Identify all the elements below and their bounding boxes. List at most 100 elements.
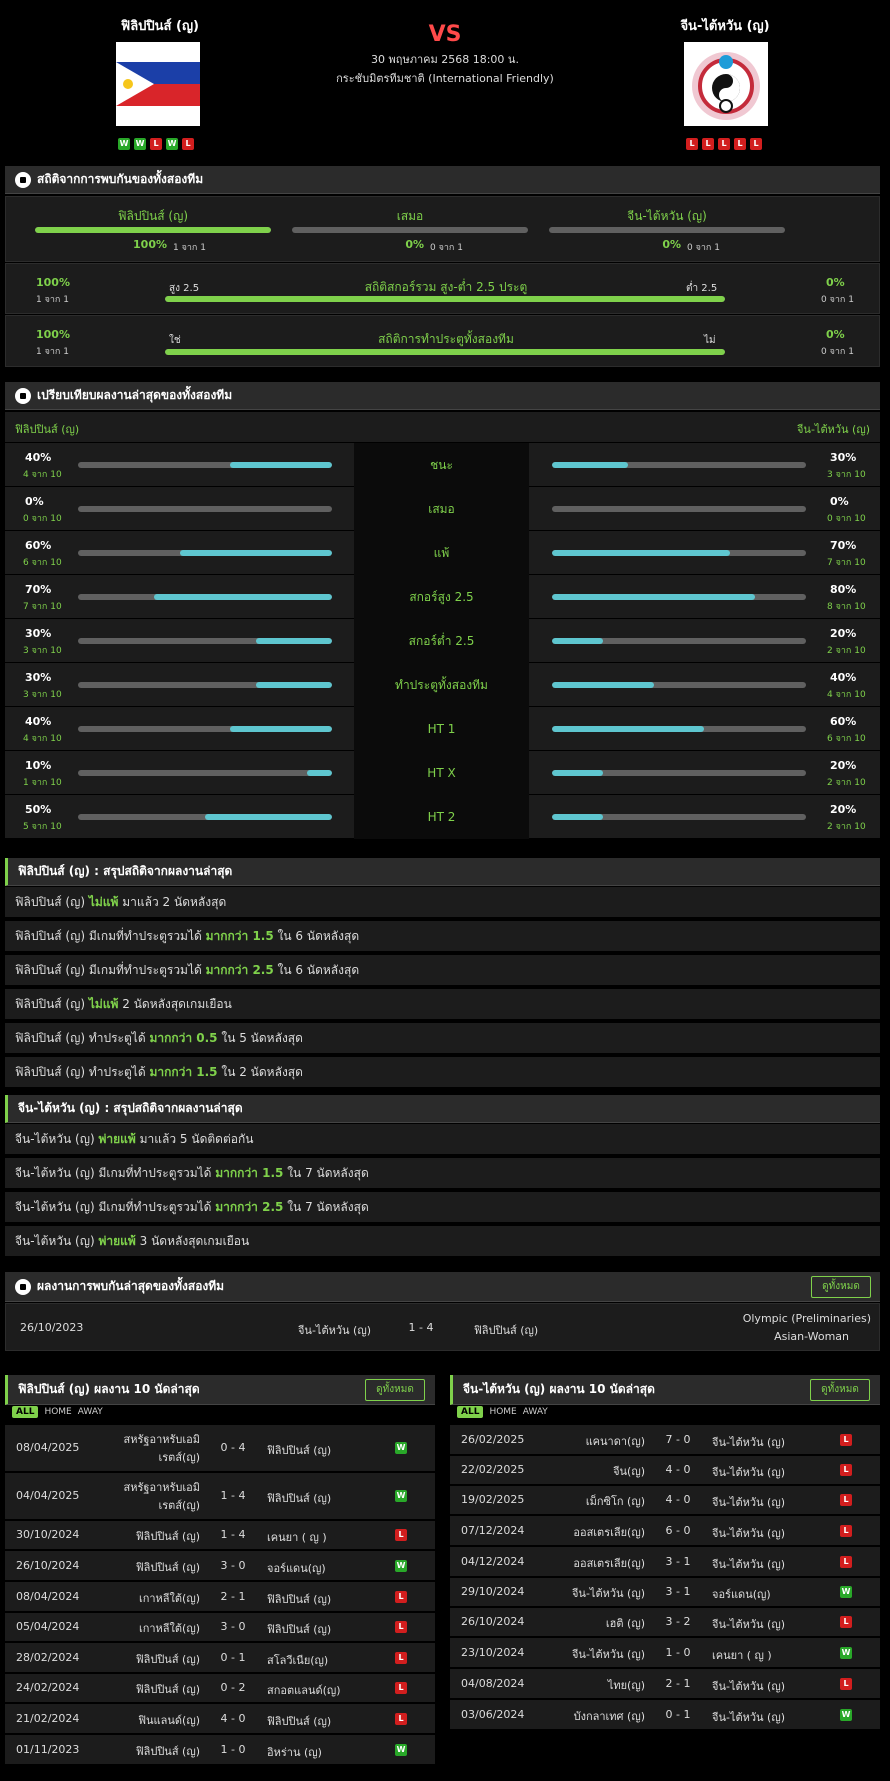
- form-badge: W: [134, 138, 146, 150]
- match-date: 24/02/2024: [16, 1681, 80, 1694]
- match-date: 07/12/2024: [461, 1523, 525, 1537]
- match-row[interactable]: 01/11/2023 ฟิลิปปินส์ (ญ) 1 - 0 อิหร่าน (ญ)…: [5, 1735, 435, 1764]
- match-row[interactable]: 26/02/2025 แคนาดา(ญ) 7 - 0 จีน-ไต้หวัน (ญ) L: [450, 1425, 880, 1454]
- match-row[interactable]: 22/02/2025 จีน(ญ) 4 - 0 จีน-ไต้หวัน (ญ) L: [450, 1456, 880, 1484]
- match-row[interactable]: 23/10/2024 จีน-ไต้หวัน (ญ) 1 - 0 เคนยา ( ญ …: [450, 1638, 880, 1667]
- fact-text: ใน 6 นัดหลังสุด: [277, 929, 360, 943]
- result-badge: L: [840, 1555, 852, 1568]
- match-row[interactable]: 29/10/2024 จีน-ไต้หวัน (ญ) 3 - 1 จอร์แดน(ญ)…: [450, 1578, 880, 1606]
- filter-away[interactable]: AWAY: [77, 1407, 103, 1417]
- match-score: 1 - 0: [665, 1645, 691, 1659]
- match-row[interactable]: 21/02/2024 ฟินแลนด์(ญ) 4 - 0 ฟิลิปปินส์ (ญ)…: [5, 1704, 435, 1733]
- match-away: จีน-ไต้หวัน (ญ): [712, 1435, 786, 1449]
- home-team-name[interactable]: ฟิลิปปินส์ (ญ): [121, 19, 199, 34]
- match-row[interactable]: 05/04/2024 เกาหลีใต้(ญ) 3 - 0 ฟิลิปปินส์ (ญ…: [5, 1613, 435, 1641]
- btts-left-pct: 100%: [36, 328, 70, 341]
- compare-away-sub: 2 จาก 10: [827, 822, 866, 832]
- match-row[interactable]: 19/02/2025 เม็กซิโก (ญ) 4 - 0 จีน-ไต้หวัน (…: [450, 1486, 880, 1514]
- match-row[interactable]: 28/02/2024 ฟิลิปปินส์ (ญ) 0 - 1 สโลวีเนีย(ญ…: [5, 1643, 435, 1672]
- stat-fact: จีน-ไต้หวัน (ญ) พ่ายแพ้ 3 นัดหลังสุดเกมเ…: [5, 1226, 880, 1256]
- match-row[interactable]: 07/12/2024 ออสเตรเลีย(ญ) 6 - 0 จีน-ไต้หวัน …: [450, 1516, 880, 1545]
- fact-text: มาแล้ว 2 นัดหลังสุด: [122, 895, 227, 909]
- match-row[interactable]: 26/10/2024 เฮติ (ญ) 3 - 2 จีน-ไต้หวัน (ญ) L: [450, 1608, 880, 1636]
- h2h-col-sub: 0 จาก 1: [687, 243, 720, 253]
- compare-home-pct: 30%: [25, 671, 52, 684]
- compare-away-bar: [552, 550, 806, 556]
- form-badge: L: [686, 138, 698, 150]
- compare-away-sub: 3 จาก 10: [827, 470, 866, 480]
- match-row[interactable]: 04/08/2024 ไทย(ญ) 2 - 1 จีน-ไต้หวัน (ญ) L: [450, 1669, 880, 1698]
- match-date: 05/04/2024: [16, 1620, 80, 1633]
- filter-home[interactable]: HOME: [489, 1407, 517, 1417]
- home-last-see-all-button[interactable]: ดูทั้งหมด: [365, 1379, 425, 1401]
- fact-text: 3 นัดหลังสุดเกมเยือน: [139, 1234, 250, 1248]
- compare-label: HT 2: [354, 795, 529, 839]
- match-date: 30 พฤษภาคม 2568 18:00 น.: [371, 53, 519, 66]
- fact-text: ใน 6 นัดหลังสุด: [277, 963, 360, 977]
- away-team-name[interactable]: จีน-ไต้หวัน (ญ): [680, 19, 770, 34]
- form-badge: L: [734, 138, 746, 150]
- match-row[interactable]: 24/02/2024 ฟิลิปปินส์ (ญ) 0 - 2 สกอตแลนด์(ญ…: [5, 1674, 435, 1702]
- compare-away-bar: [552, 726, 806, 732]
- match-date: 19/02/2025: [461, 1493, 525, 1506]
- fact-highlight: มากกว่า 0.5: [149, 1031, 218, 1045]
- vs-label: VS: [428, 22, 462, 47]
- fact-text: 2 นัดหลังสุดเกมเยือน: [122, 997, 232, 1011]
- match-date: 28/02/2024: [16, 1650, 80, 1664]
- match-row[interactable]: 04/04/2025 สหรัฐอาหรับเอมิเรตส์(ญ) 1 - 4 ฟิ…: [5, 1473, 435, 1519]
- compare-teams: ฟิลิปปินส์ (ญ) จีน-ไต้หวัน (ญ): [5, 412, 880, 442]
- match-row[interactable]: 03/06/2024 บังกลาเทศ (ญ) 0 - 1 จีน-ไต้หวัน …: [450, 1700, 880, 1729]
- fact-highlight: มากกว่า 1.5: [215, 1166, 284, 1180]
- filter-all[interactable]: ALL: [457, 1406, 484, 1418]
- match-row[interactable]: 08/04/2025 สหรัฐอาหรับเอมิเรตส์(ญ) 0 - 4 ฟิ…: [5, 1425, 435, 1471]
- match-competition: กระชับมิตรทีมชาติ (International Friendl…: [336, 72, 554, 85]
- compare-row: 10% 1 จาก 10 HT X 20% 2 จาก 10: [5, 751, 880, 795]
- compare-home-pct: 70%: [25, 583, 52, 596]
- match-home: ออสเตรเลีย(ญ): [573, 1525, 645, 1539]
- h2h-col-pct: 100%: [133, 238, 167, 251]
- match-date: 04/08/2024: [461, 1676, 525, 1690]
- filter-away[interactable]: AWAY: [522, 1407, 548, 1417]
- fact-highlight: มากกว่า 1.5: [205, 929, 274, 943]
- compare-home-sub: 3 จาก 10: [23, 646, 62, 656]
- match-row[interactable]: 26/10/2024 ฟิลิปปินส์ (ญ) 3 - 0 จอร์แดน(ญ) W: [5, 1551, 435, 1580]
- filter-all[interactable]: ALL: [12, 1406, 39, 1418]
- compare-header: เปรียบเทียบผลงานล่าสุดของทั้งสองทีม: [5, 382, 880, 410]
- filter-home[interactable]: HOME: [44, 1407, 72, 1417]
- match-away: เคนยา ( ญ ): [712, 1648, 772, 1662]
- match-date: 26/02/2025: [461, 1432, 525, 1446]
- match-row[interactable]: 04/12/2024 ออสเตรเลีย(ญ) 3 - 1 จีน-ไต้หวัน …: [450, 1547, 880, 1576]
- btts-right-sub: 0 จาก 1: [821, 347, 854, 357]
- btts-right-label: ไม่: [704, 335, 716, 346]
- result-badge: L: [840, 1677, 852, 1690]
- match-home: ฟิลิปปินส์ (ญ): [135, 1683, 200, 1696]
- compare-label: HT X: [354, 751, 529, 795]
- compare-away-bar: [552, 506, 806, 512]
- compare-label: ชนะ: [354, 443, 529, 487]
- result-badge: W: [395, 1743, 407, 1756]
- form-badge: L: [182, 138, 194, 150]
- match-row[interactable]: 30/10/2024 ฟิลิปปินส์ (ญ) 1 - 4 เคนยา ( ญ )…: [5, 1521, 435, 1549]
- h2h-match-row[interactable]: 26/10/2023 จีน-ไต้หวัน (ญ) 1 - 4 ฟิลิปปิ…: [5, 1303, 880, 1351]
- match-score: 3 - 0: [220, 1620, 246, 1633]
- fact-text: ฟิลิปปินส์ (ญ): [15, 895, 86, 909]
- compare-row: 30% 3 จาก 10 สกอร์ต่ำ 2.5 20% 2 จาก 10: [5, 619, 880, 663]
- match-away: ฟิลิปปินส์ (ญ): [474, 1324, 539, 1337]
- compare-home-bar: [78, 506, 332, 512]
- h2h-summary: ฟิลิปปินส์ (ญ) 100% 1 จาก 1 เสมอ 0% 0 จาก 1 จี…: [5, 196, 880, 262]
- fact-text: ใน 2 นัดหลังสุด: [221, 1065, 303, 1079]
- ou-right-pct: 0%: [826, 276, 845, 289]
- compare-home-bar: [78, 594, 332, 600]
- ou-right-label: ต่ำ 2.5: [686, 283, 718, 294]
- match-away: ฟิลิปปินส์ (ญ): [267, 1592, 332, 1606]
- match-away: ฟิลิปปินส์ (ญ): [267, 1492, 332, 1505]
- compare-home-bar: [78, 682, 332, 688]
- match-row[interactable]: 08/04/2024 เกาหลีใต้(ญ) 2 - 1 ฟิลิปปินส์ (ญ…: [5, 1582, 435, 1611]
- result-badge: W: [395, 1490, 407, 1502]
- compare-row: 40% 4 จาก 10 HT 1 60% 6 จาก 10: [5, 707, 880, 751]
- away-last-see-all-button[interactable]: ดูทั้งหมด: [810, 1379, 870, 1401]
- h2h-see-all-button[interactable]: ดูทั้งหมด: [811, 1276, 871, 1298]
- compare-home-bar: [78, 770, 332, 776]
- section-title: สถิติจากการพบกันของทั้งสองทีม: [37, 172, 204, 186]
